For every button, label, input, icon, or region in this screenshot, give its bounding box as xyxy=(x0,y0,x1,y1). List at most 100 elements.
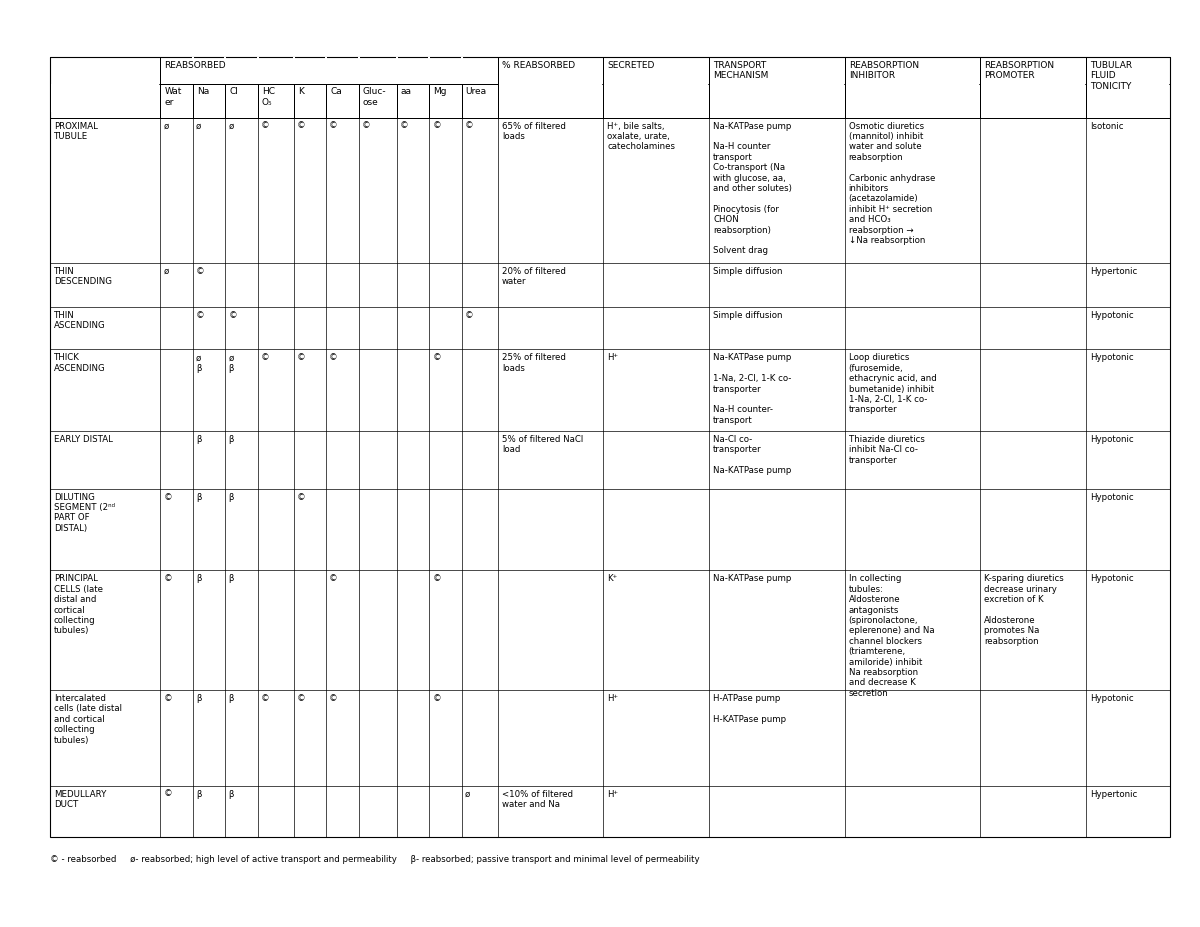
Text: HC
O₅: HC O₅ xyxy=(262,87,275,107)
Bar xyxy=(50,57,161,118)
Text: Cl: Cl xyxy=(229,87,238,96)
Bar xyxy=(50,84,160,111)
Text: K: K xyxy=(298,87,304,96)
Text: β: β xyxy=(196,492,202,502)
Text: ©: © xyxy=(163,694,172,703)
Text: ©: © xyxy=(361,121,371,131)
Bar xyxy=(358,57,360,84)
Bar xyxy=(397,84,430,118)
Text: ©: © xyxy=(464,121,474,131)
Text: 5% of filtered NaCl
load: 5% of filtered NaCl load xyxy=(502,435,583,454)
Text: ©: © xyxy=(228,311,238,320)
Bar xyxy=(709,57,845,118)
Bar xyxy=(226,84,258,118)
Text: 20% of filtered
water: 20% of filtered water xyxy=(502,267,565,286)
Text: ø: ø xyxy=(163,267,169,276)
Bar xyxy=(846,84,979,111)
Text: THIN
DESCENDING: THIN DESCENDING xyxy=(54,267,112,286)
Text: β: β xyxy=(196,435,202,444)
Text: ø: ø xyxy=(163,121,169,131)
Text: ©: © xyxy=(196,267,205,276)
Text: EARLY DISTAL: EARLY DISTAL xyxy=(54,435,113,444)
Text: β: β xyxy=(228,492,234,502)
Bar xyxy=(257,57,259,84)
Text: Wat
er: Wat er xyxy=(164,87,182,107)
Text: β: β xyxy=(228,575,234,583)
Text: THICK
ASCENDING: THICK ASCENDING xyxy=(54,353,106,373)
Bar xyxy=(396,57,398,84)
Text: © - reabsorbed     ø- reabsorbed; high level of active transport and permeabilit: © - reabsorbed ø- reabsorbed; high level… xyxy=(50,855,700,864)
Text: TUBULAR
FLUID
TONICITY: TUBULAR FLUID TONICITY xyxy=(1090,61,1132,91)
Text: β: β xyxy=(196,575,202,583)
Bar xyxy=(1086,57,1170,118)
Text: Ca: Ca xyxy=(330,87,342,96)
Text: H⁺: H⁺ xyxy=(607,694,618,703)
Text: Hypotonic: Hypotonic xyxy=(1090,575,1134,583)
Text: H-ATPase pump

H-KATPase pump: H-ATPase pump H-KATPase pump xyxy=(713,694,786,724)
Text: H⁺: H⁺ xyxy=(607,790,618,798)
Text: ©: © xyxy=(329,575,338,583)
Text: PROXIMAL
TUBULE: PROXIMAL TUBULE xyxy=(54,121,98,141)
Text: ©: © xyxy=(260,121,270,131)
Text: ø
β: ø β xyxy=(196,353,202,373)
Text: H⁺, bile salts,
oxalate, urate,
catecholamines: H⁺, bile salts, oxalate, urate, catechol… xyxy=(607,121,676,151)
Text: ©: © xyxy=(432,694,442,703)
Text: ©: © xyxy=(296,121,306,131)
Bar xyxy=(359,84,397,118)
Bar xyxy=(430,84,462,118)
Text: K⁺: K⁺ xyxy=(607,575,618,583)
Bar xyxy=(498,57,604,118)
Text: Na: Na xyxy=(197,87,209,96)
Text: Simple diffusion: Simple diffusion xyxy=(713,267,782,276)
Bar xyxy=(499,84,602,111)
Bar xyxy=(462,84,498,118)
Text: In collecting
tubules:
Aldosterone
antagonists
(spironolactone,
eplerenone) and : In collecting tubules: Aldosterone antag… xyxy=(848,575,935,698)
Text: Urea: Urea xyxy=(466,87,487,96)
Text: β: β xyxy=(228,435,234,444)
Text: ©: © xyxy=(464,311,474,320)
Bar xyxy=(293,57,295,84)
Text: TRANSPORT
MECHANISM: TRANSPORT MECHANISM xyxy=(713,61,768,81)
Text: β: β xyxy=(228,790,234,798)
Text: Intercalated
cells (late distal
and cortical
collecting
tubules): Intercalated cells (late distal and cort… xyxy=(54,694,122,744)
Text: THIN
ASCENDING: THIN ASCENDING xyxy=(54,311,106,330)
Text: REABSORPTION
INHIBITOR: REABSORPTION INHIBITOR xyxy=(848,61,919,81)
Text: Na-Cl co-
transporter

Na-KATPase pump: Na-Cl co- transporter Na-KATPase pump xyxy=(713,435,792,476)
Text: ©: © xyxy=(163,790,172,798)
Text: Thiazide diuretics
inhibit Na-Cl co-
transporter: Thiazide diuretics inhibit Na-Cl co- tra… xyxy=(848,435,924,465)
Bar xyxy=(982,84,1085,111)
Text: DILUTING
SEGMENT (2ⁿᵈ
PART OF
DISTAL): DILUTING SEGMENT (2ⁿᵈ PART OF DISTAL) xyxy=(54,492,115,533)
Text: Simple diffusion: Simple diffusion xyxy=(713,311,782,320)
Text: ©: © xyxy=(400,121,409,131)
Bar xyxy=(161,84,193,118)
Text: ©: © xyxy=(163,575,172,583)
Text: β: β xyxy=(196,694,202,703)
Text: ©: © xyxy=(296,694,306,703)
Bar xyxy=(50,57,1170,837)
Text: ©: © xyxy=(260,353,270,362)
Bar xyxy=(845,57,980,118)
Bar xyxy=(161,57,498,84)
Text: Mg: Mg xyxy=(433,87,446,96)
Text: MEDULLARY
DUCT: MEDULLARY DUCT xyxy=(54,790,107,809)
Text: ©: © xyxy=(329,121,338,131)
Text: ©: © xyxy=(432,121,442,131)
Text: Na-KATPase pump: Na-KATPase pump xyxy=(713,575,792,583)
Text: ©: © xyxy=(432,575,442,583)
Bar xyxy=(605,84,708,111)
Text: β: β xyxy=(196,790,202,798)
Text: SECRETED: SECRETED xyxy=(607,61,655,70)
Text: Hypotonic: Hypotonic xyxy=(1090,435,1134,444)
Text: Loop diuretics
(furosemide,
ethacrynic acid, and
bumetanide) inhibit
1-Na, 2-Cl,: Loop diuretics (furosemide, ethacrynic a… xyxy=(848,353,936,414)
Bar xyxy=(193,84,226,118)
Text: ©: © xyxy=(329,694,338,703)
Text: Hypotonic: Hypotonic xyxy=(1090,353,1134,362)
Text: Na-KATPase pump

Na-H counter
transport
Co-transport (Na
with glucose, aa,
and o: Na-KATPase pump Na-H counter transport C… xyxy=(713,121,792,255)
Text: Hypotonic: Hypotonic xyxy=(1090,492,1134,502)
Text: ø
β: ø β xyxy=(228,353,234,373)
Text: ø: ø xyxy=(196,121,202,131)
Text: PRINCIPAL
CELLS (late
distal and
cortical
collecting
tubules): PRINCIPAL CELLS (late distal and cortica… xyxy=(54,575,103,635)
Text: <10% of filtered
water and Na: <10% of filtered water and Na xyxy=(502,790,572,809)
Text: 25% of filtered
loads: 25% of filtered loads xyxy=(502,353,565,373)
Bar xyxy=(294,84,326,118)
